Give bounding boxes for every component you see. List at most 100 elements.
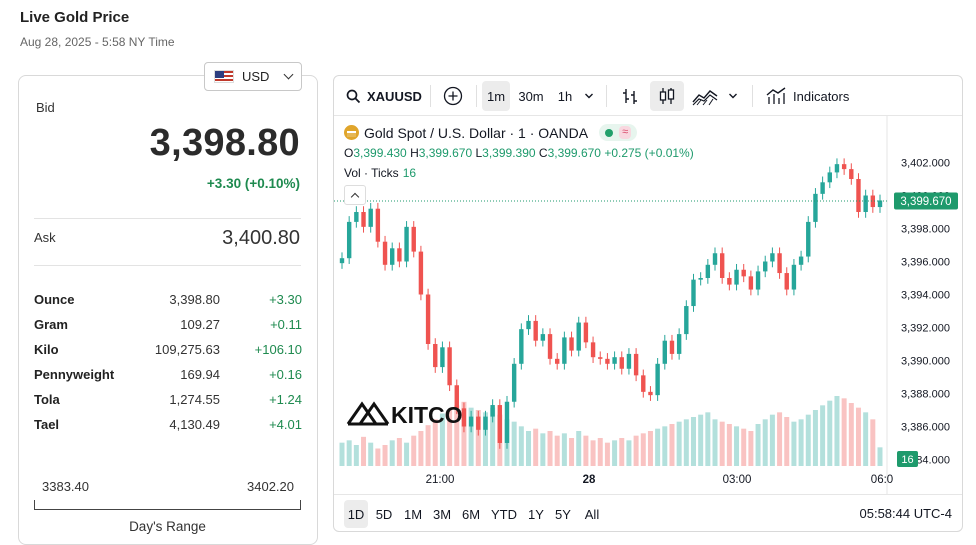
candle-body [511,363,517,402]
volume-bar [741,428,747,466]
volume-bar [841,398,847,466]
unit-row-pennyweight: Pennyweight 169.94 +0.16 [34,367,302,392]
y-tick-label: 3,388.000 [901,389,950,401]
chevron-up-icon [350,192,360,201]
unit-price: 3,398.80 [169,292,220,307]
days-range-low: 3383.40 [42,479,89,494]
volume-bar [490,407,496,466]
volume-bar [863,412,869,466]
range-3m[interactable]: 3M [432,506,452,522]
volume-bar [468,407,474,466]
volume-legend-value: 16 [402,166,417,180]
ask-price: 3,400.80 [222,227,300,249]
candle-body [741,269,746,277]
candle-body [433,344,438,368]
candle-body [418,251,424,295]
candle-body [626,353,632,369]
candle-body [806,221,811,257]
candle-body [368,208,373,227]
open-value: 3,399.430 [353,146,407,160]
indicators-button[interactable]: Indicators [762,81,862,111]
candle-body [605,358,610,364]
candle-body [719,253,725,278]
days-range-bar [34,500,301,510]
interval-1m[interactable]: 1m [482,81,510,111]
symbol-search[interactable]: XAUUSD [342,81,422,111]
plus-circle-icon [443,86,463,106]
chevron-down-icon [729,93,737,99]
volume-bar [769,414,775,466]
volume-bar [447,410,453,466]
volume-bar [475,410,481,466]
chart-type-menu-button[interactable] [724,81,742,111]
volume-bar [540,433,546,466]
volume-bar [712,419,718,466]
chart-toolbar: XAUUSD 1m 30m 1h Indicators [334,76,962,116]
volume-bar [762,419,768,466]
candle-body [440,347,445,368]
x-tick-label: 06:0 [871,474,893,486]
range-6m[interactable]: 6M [461,506,481,522]
chart-widget: XAUUSD 1m 30m 1h Indicators [333,75,963,532]
volume-bar [647,431,653,466]
y-tick-label: 3,402.000 [901,158,950,170]
bar-style-button[interactable] [616,81,644,111]
candle-body [777,253,782,274]
candle-body [856,179,861,212]
unit-row-kilo: Kilo 109,275.63 +106.10 [34,342,302,367]
volume-bar [411,435,417,466]
candle-body [648,391,653,396]
range-all[interactable]: All [584,506,600,522]
volume-bar [339,442,345,466]
volume-bar [346,440,352,466]
bars-icon [623,89,637,104]
volume-bar [597,438,603,466]
price-chart[interactable]: 3,402.0003,400.0003,398.0003,396.0003,39… [334,116,963,494]
unit-name: Ounce [34,292,75,307]
range-5y[interactable]: 5Y [555,506,571,522]
unit-row-tola: Tola 1,274.55 +1.24 [34,392,302,417]
candle-body [590,342,596,358]
collapse-legend-button[interactable] [344,185,366,205]
interval-1h[interactable]: 1h [557,88,573,104]
candle-body [734,269,739,285]
candles [339,158,883,449]
range-5d[interactable]: 5D [375,506,393,522]
volume-bar [396,438,402,466]
volume-bar [612,440,618,466]
volume-bar [777,412,783,466]
range-1y[interactable]: 1Y [528,506,544,522]
currency-select[interactable]: USD [204,62,302,91]
unit-change: +0.11 [270,317,302,332]
candle-body [375,208,381,242]
us-flag-icon [214,70,234,83]
candle-body [526,320,531,330]
volume-bar [382,445,388,466]
candle-body [676,334,682,354]
volume-tag-label: 16 [901,454,913,466]
volume-bar [604,442,610,466]
candle-body [425,294,431,344]
range-1d[interactable]: 1D [344,500,368,528]
candle-body [397,248,402,262]
range-1m[interactable]: 1M [403,506,423,522]
indicators-icon [766,87,786,104]
divider [34,265,301,266]
interval-menu-button[interactable] [580,81,598,111]
volume-bar [404,442,410,466]
candle-body [354,212,359,222]
unit-change: +3.30 [269,292,302,307]
volume-bar [812,410,818,466]
volume-bar [561,433,567,466]
x-tick-label: 03:00 [723,474,752,486]
compare-add-button[interactable] [438,81,468,111]
area-style-button[interactable] [690,81,720,111]
candle-body [705,264,711,278]
volume-bar [375,448,381,466]
range-ytd[interactable]: YTD [491,506,517,522]
candles-style-button[interactable] [650,81,684,111]
interval-30m[interactable]: 30m [518,88,544,104]
quote-panel [18,75,318,545]
market-status-pill[interactable]: ≈ [599,124,638,141]
volume-bar [583,435,589,466]
